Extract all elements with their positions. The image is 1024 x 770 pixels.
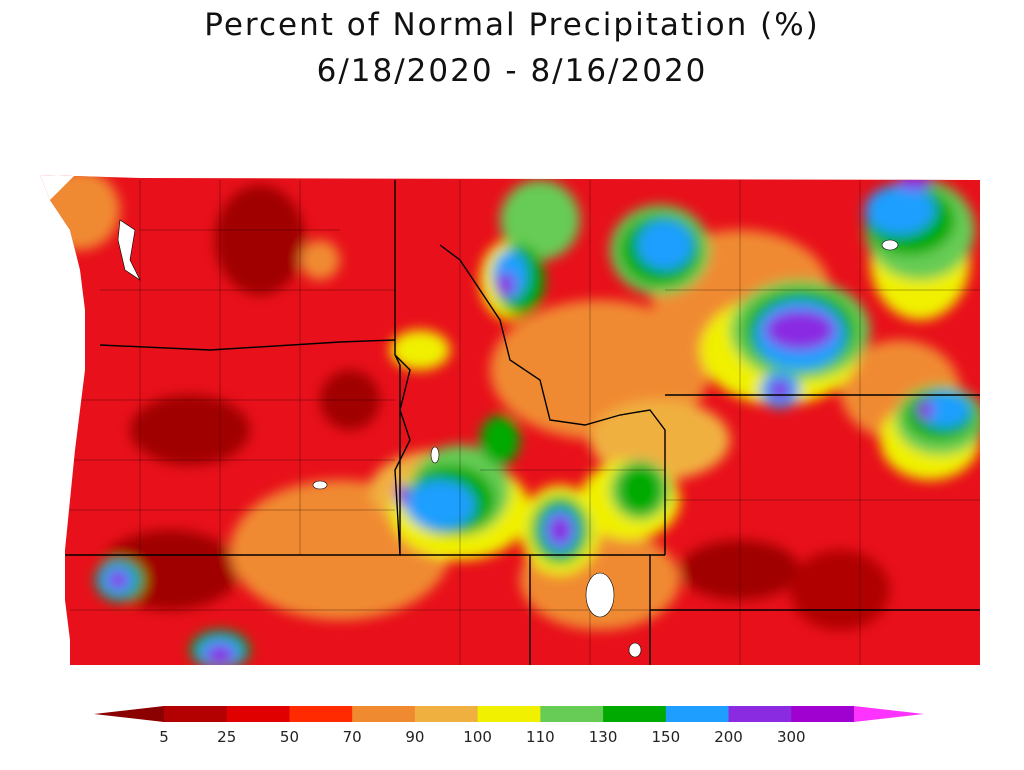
state-borders	[65, 180, 980, 665]
map-field	[40, 175, 980, 665]
legend-tick-label: 200	[714, 728, 743, 746]
legend-bin	[665, 706, 730, 722]
legend-bin	[289, 706, 353, 722]
legend-tick-label: 130	[588, 728, 618, 746]
legend-tick-label: 5	[159, 728, 169, 746]
legend-bin	[477, 706, 541, 722]
legend-tick-label: 300	[776, 728, 806, 746]
legend-bin	[352, 706, 416, 722]
legend-bin	[540, 706, 604, 722]
legend-bin	[226, 706, 290, 722]
legend-bin	[728, 706, 792, 722]
color-legend: 5 25 50 70 90 100 110 130 150 200 300	[94, 700, 924, 750]
water-bodies	[117, 219, 899, 658]
legend-tick-label: 90	[405, 728, 425, 746]
legend-under-arrow	[94, 706, 164, 722]
legend-tick-label: 110	[526, 728, 555, 746]
map-svg	[40, 175, 980, 665]
title-line-2: 6/18/2020 - 8/16/2020	[316, 53, 708, 89]
legend-bin	[164, 706, 228, 722]
precipitation-map	[40, 170, 980, 665]
title-line-1: Percent of Normal Precipitation (%)	[204, 7, 820, 43]
legend-tick-label: 100	[463, 728, 492, 746]
legend-bin	[414, 706, 479, 722]
legend-tick-label: 50	[279, 728, 299, 746]
legend-bin	[603, 706, 667, 722]
legend-tick-label: 25	[217, 728, 237, 746]
legend-bin	[791, 706, 855, 722]
legend-bar	[94, 706, 924, 722]
legend-over-arrow	[854, 706, 924, 722]
legend-tick-label: 70	[342, 728, 362, 746]
legend-tick-label: 150	[651, 728, 681, 746]
map-title: Percent of Normal Precipitation (%) 6/18…	[0, 2, 1024, 94]
